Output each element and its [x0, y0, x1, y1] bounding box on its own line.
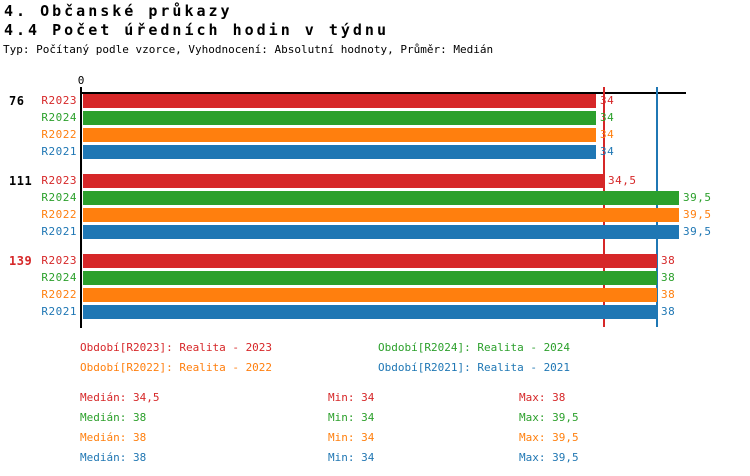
bar-series-label: R2021	[41, 145, 77, 158]
bar-series-label: R2022	[41, 128, 77, 141]
stats-row-r2021: Medián: 38 Min: 34 Max: 39,5	[0, 451, 750, 465]
bar-series-label: R2021	[41, 225, 77, 238]
bar-value-label: 38	[661, 254, 676, 267]
bar-value-label: 39,5	[683, 208, 712, 221]
group-label: 139	[9, 254, 33, 268]
y-axis-line	[80, 87, 82, 328]
median-reference-line	[656, 87, 658, 327]
bar-series-label: R2023	[41, 94, 77, 107]
bar-series-label: R2021	[41, 305, 77, 318]
bar-value-label: 34	[600, 128, 615, 141]
group-label: 76	[9, 94, 25, 108]
legend-item-r2021: Období[R2021]: Realita - 2021	[378, 361, 571, 374]
bar-value-label: 39,5	[683, 191, 712, 204]
bar-r2023	[83, 174, 604, 188]
stat-min: Min: 34	[328, 411, 375, 424]
bar-r2023	[83, 94, 596, 108]
stat-median: Medián: 38	[80, 411, 147, 424]
legend-item-r2022: Období[R2022]: Realita - 2022	[80, 361, 273, 374]
group-label: 111	[9, 174, 33, 188]
bar-series-label: R2023	[41, 174, 77, 187]
bar-value-label: 38	[661, 288, 676, 301]
bar-r2021	[83, 145, 596, 159]
bar-value-label: 34	[600, 111, 615, 124]
bar-r2024	[83, 191, 679, 205]
axis-zero-tick-label: 0	[77, 74, 85, 87]
stats-row-r2024: Medián: 38 Min: 34 Max: 39,5	[0, 411, 750, 425]
stat-median: Medián: 38	[80, 451, 147, 464]
bar-value-label: 38	[661, 305, 676, 318]
stat-max: Max: 39,5	[519, 431, 579, 444]
bar-series-label: R2024	[41, 271, 77, 284]
stats-row-r2022: Medián: 38 Min: 34 Max: 39,5	[0, 431, 750, 445]
page-subtitle: Typ: Počítaný podle vzorce, Vyhodnocení:…	[3, 43, 494, 56]
legend-item-r2023: Období[R2023]: Realita - 2023	[80, 341, 273, 354]
bar-r2024	[83, 111, 596, 125]
stats-row-r2023: Medián: 34,5 Min: 34 Max: 38	[0, 391, 750, 405]
bar-series-label: R2023	[41, 254, 77, 267]
bar-value-label: 34	[600, 94, 615, 107]
bar-series-label: R2022	[41, 288, 77, 301]
bar-r2022	[83, 288, 657, 302]
stat-median: Medián: 34,5	[80, 391, 160, 404]
bar-r2024	[83, 271, 657, 285]
stat-min: Min: 34	[328, 391, 375, 404]
page-title-line1: 4. Občanské průkazy	[4, 2, 233, 20]
bar-value-label: 38	[661, 271, 676, 284]
bar-r2022	[83, 128, 596, 142]
legend-item-r2024: Období[R2024]: Realita - 2024	[378, 341, 571, 354]
page-title-line2: 4.4 Počet úředních hodin v týdnu	[4, 21, 389, 39]
bar-series-label: R2022	[41, 208, 77, 221]
bar-r2022	[83, 208, 679, 222]
stat-median: Medián: 38	[80, 431, 147, 444]
stat-max: Max: 39,5	[519, 411, 579, 424]
median-reference-line	[603, 87, 605, 327]
stat-min: Min: 34	[328, 431, 375, 444]
bar-r2021	[83, 225, 679, 239]
bar-r2023	[83, 254, 657, 268]
bar-value-label: 34	[600, 145, 615, 158]
stat-max: Max: 39,5	[519, 451, 579, 464]
x-axis-line	[80, 92, 686, 94]
bar-series-label: R2024	[41, 191, 77, 204]
bar-r2021	[83, 305, 657, 319]
bar-series-label: R2024	[41, 111, 77, 124]
bar-value-label: 39,5	[683, 225, 712, 238]
stat-max: Max: 38	[519, 391, 566, 404]
stat-min: Min: 34	[328, 451, 375, 464]
bar-value-label: 34,5	[608, 174, 637, 187]
